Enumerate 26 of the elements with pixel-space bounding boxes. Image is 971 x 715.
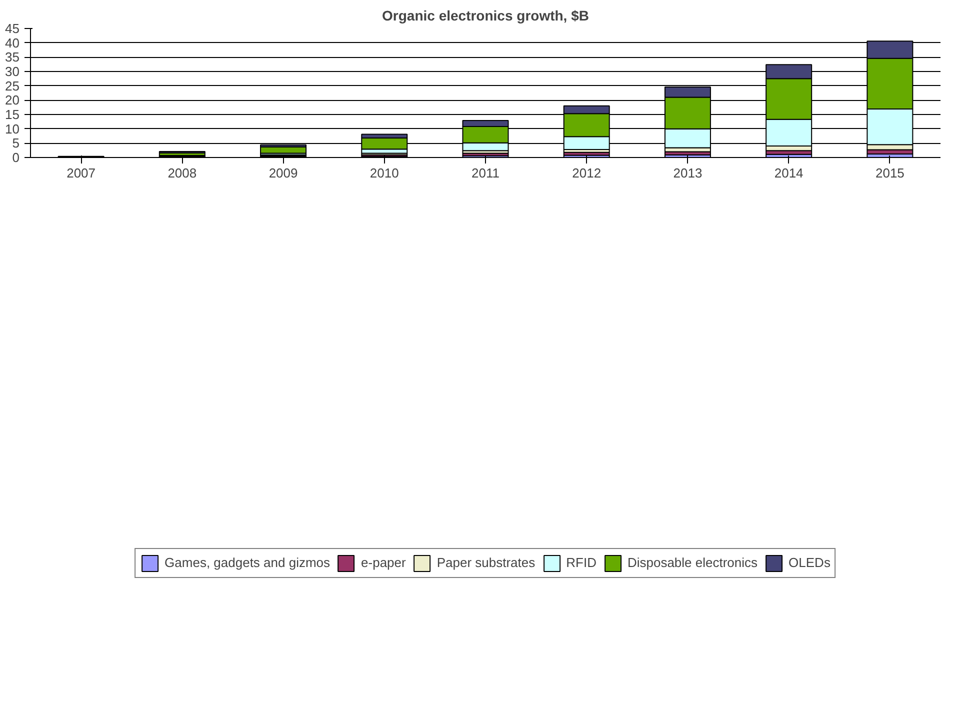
x-tick-label: 2007: [66, 166, 96, 180]
legend-label: Paper substrates: [436, 555, 536, 570]
y-tick-label: 10: [5, 121, 20, 136]
y-tick-label: 0: [12, 150, 20, 165]
legend-label: e-paper: [361, 555, 406, 570]
y-tick-label: 35: [5, 50, 20, 65]
x-tick-label: 2011: [472, 166, 500, 180]
x-tick-label: 2012: [572, 166, 602, 180]
x-tick-label: 2010: [370, 166, 399, 180]
y-tick-label: 5: [12, 136, 20, 151]
x-tick-label: 2014: [774, 166, 804, 180]
legend-label: Disposable electronics: [627, 555, 758, 570]
y-tick-label: 40: [5, 35, 20, 50]
legend-label: RFID: [566, 555, 596, 570]
y-tick-label: 25: [5, 78, 20, 94]
x-tick-label: 2015: [875, 166, 904, 180]
x-tick-label: 2008: [168, 166, 197, 180]
chart-title: Organic electronics growth, $B: [382, 8, 589, 24]
legend-label: Games, gadgets and gizmos: [164, 555, 330, 570]
y-tick-label: 15: [5, 107, 20, 122]
legend-label: OLEDs: [788, 555, 830, 570]
x-tick-label: 2009: [268, 166, 298, 180]
y-tick-label: 30: [5, 64, 20, 79]
x-tick-label: 2013: [673, 166, 702, 180]
y-tick-label: 45: [5, 21, 20, 36]
y-tick-label: 20: [5, 92, 20, 108]
